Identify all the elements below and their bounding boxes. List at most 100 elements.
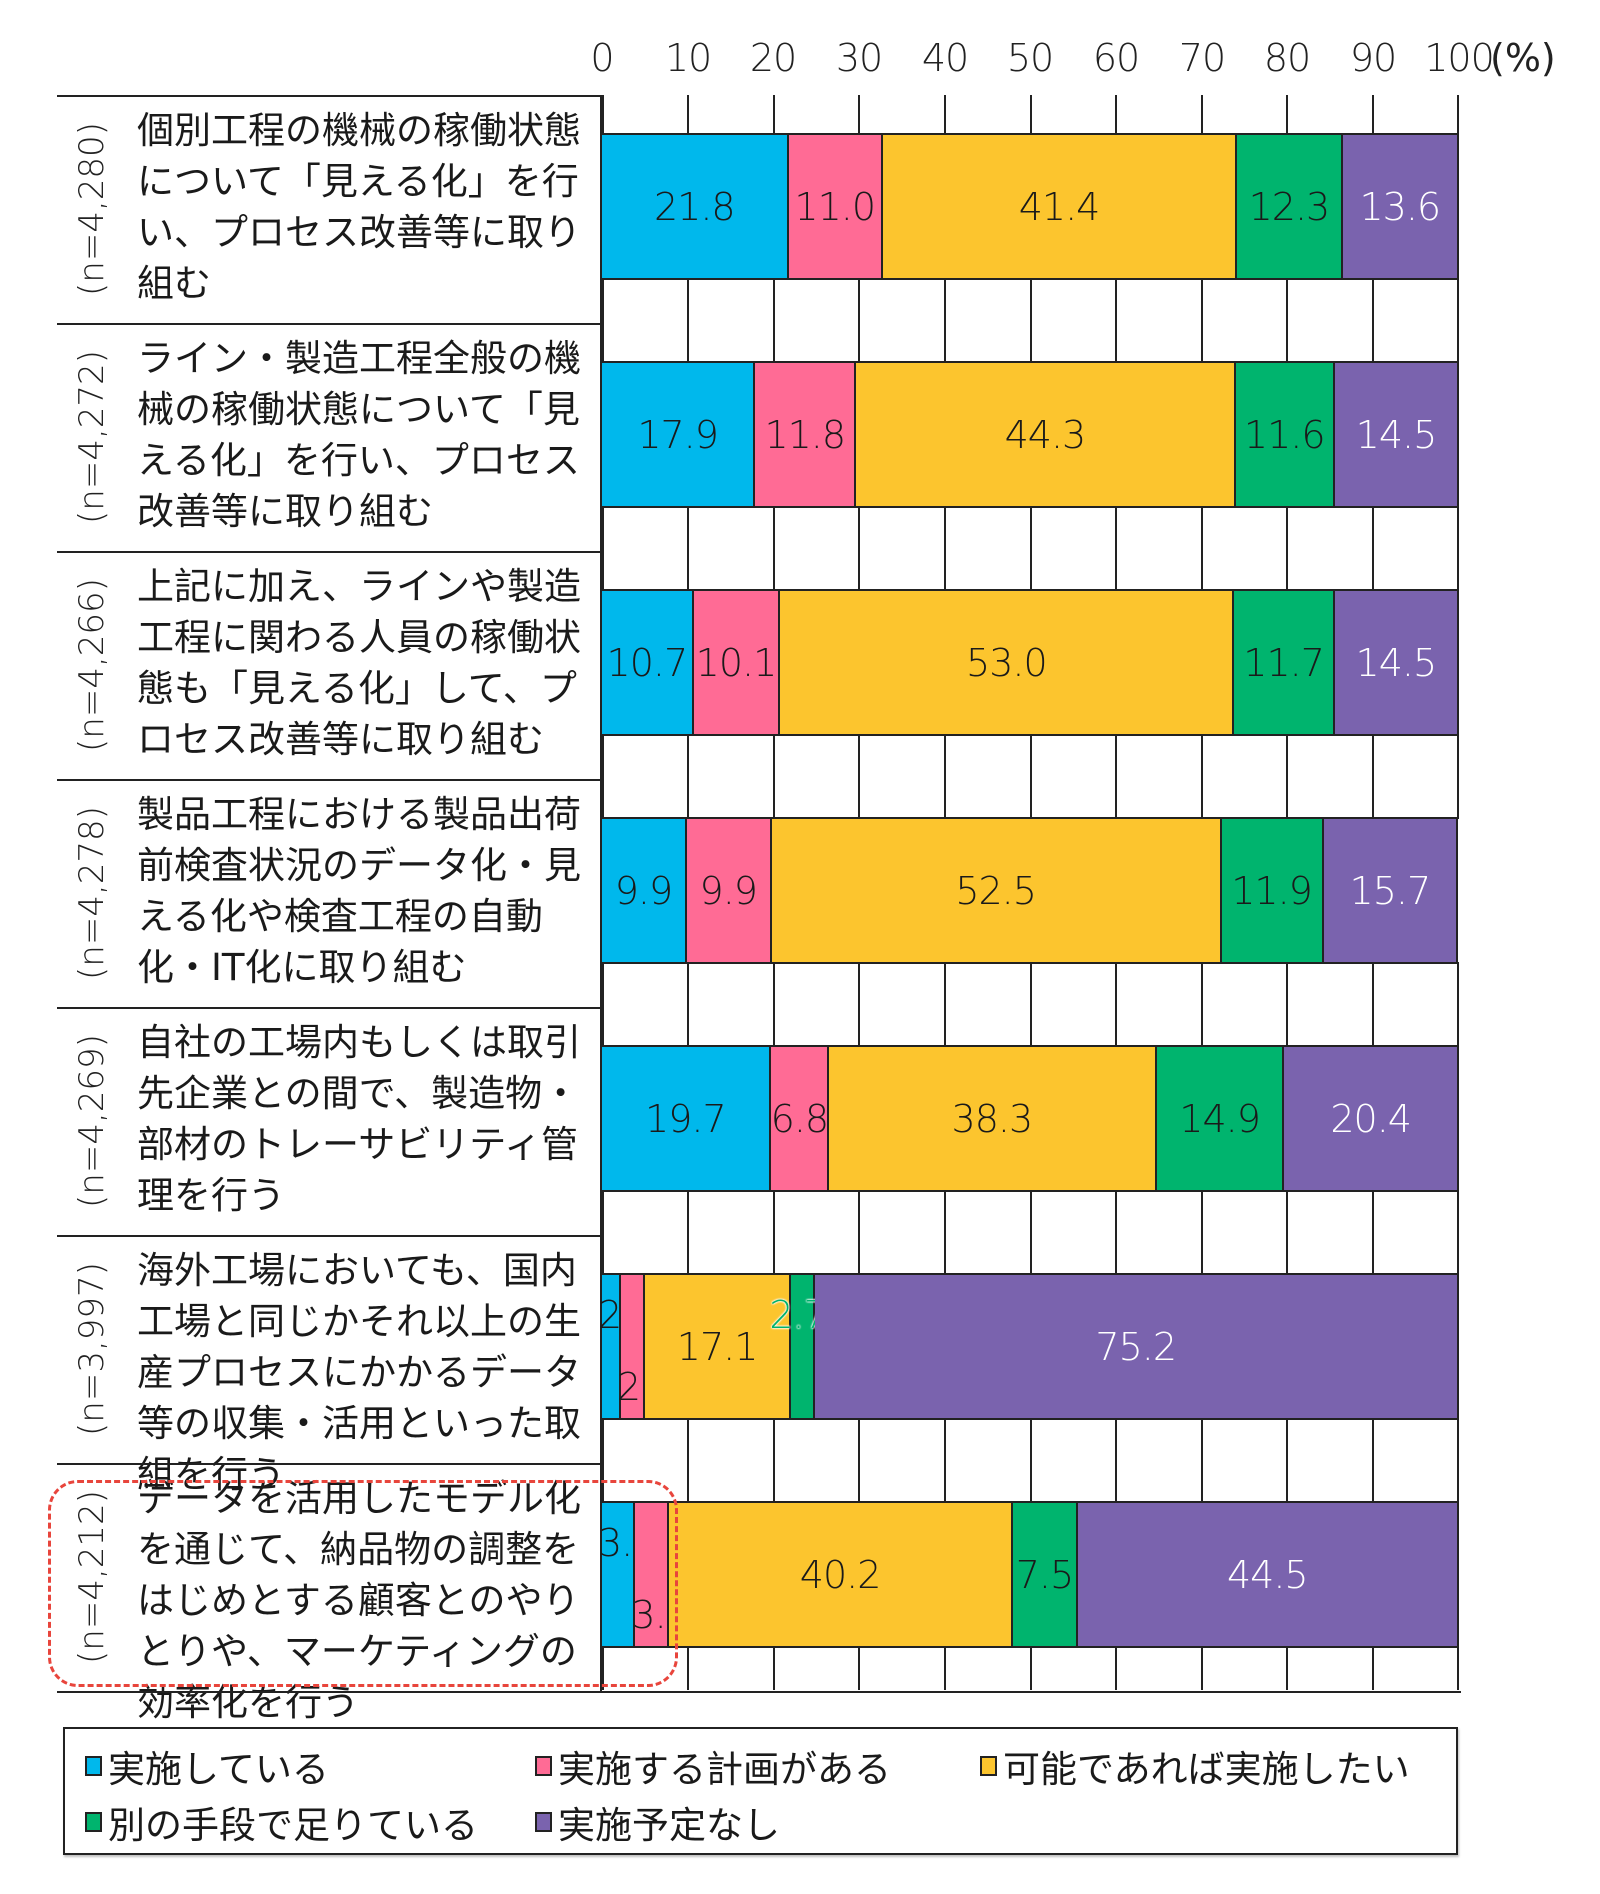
tick-100: 100 [1424, 36, 1495, 80]
axis-line [600, 1007, 602, 1235]
grid-bottom-line [602, 1691, 1461, 1693]
swatch-pink-icon [535, 1756, 552, 1776]
tick-30: 30 [835, 36, 883, 80]
stacked-bar: 9.9 9.9 52.5 11.9 15.7 [602, 817, 1459, 964]
legend-item-planned: 実施する計画がある [535, 1739, 891, 1793]
segment-value-label: 15.7 [1349, 868, 1432, 913]
bar-segment: 3.9 [598, 1503, 656, 1646]
segment-value-label: 17.9 [637, 412, 719, 457]
bar-segment: 44.3 [856, 363, 1236, 506]
chart-row: (n=4,272) ライン・製造工程全般の機械の稼働状態について「見える化」を行い… [57, 323, 1461, 551]
segment-value-label: 44.3 [1004, 412, 1087, 457]
legend-item-implementing: 実施している [85, 1739, 329, 1793]
bar-segment: 53.0 [780, 591, 1235, 734]
bar-segment: 17.1 [644, 1275, 792, 1418]
bar-segment: 21.8 [602, 135, 789, 278]
bar-segment: 7.5 [1013, 1503, 1078, 1646]
segment-value-label: 44.5 [1226, 1552, 1309, 1597]
segment-value-label: 10.7 [606, 640, 689, 685]
chart-row: (n=4,212) データを活用したモデル化を通じて、納品物の調整をはじめとする顧… [57, 1463, 1461, 1724]
segment-value-label: 11.6 [1243, 412, 1326, 457]
segment-value-label: 14.5 [1355, 412, 1438, 457]
tick-60: 60 [1092, 36, 1140, 80]
bar-segment: 17.9 [602, 363, 756, 506]
tick-10: 10 [664, 36, 712, 80]
bar-segment: 10.7 [602, 591, 694, 734]
swatch-purple-icon [535, 1812, 552, 1832]
segment-value-label: 11.8 [764, 412, 846, 457]
bar-segment: 20.4 [1284, 1047, 1459, 1190]
swatch-yellow-icon [980, 1756, 997, 1776]
legend-label: 別の手段で足りている [108, 1804, 478, 1847]
segment-value-label: 10.1 [695, 640, 778, 685]
axis-unit-label: (%) [1490, 36, 1556, 80]
segment-value-label: 11.0 [794, 184, 876, 229]
legend: 実施している 実施する計画がある 可能であれば実施したい 別の手段で足りている … [63, 1727, 1458, 1855]
bar-segment: 11.7 [1234, 591, 1335, 734]
bar-segment: 9.9 [602, 819, 687, 962]
segment-value-label: 7.5 [1015, 1552, 1074, 1597]
segment-value-label: 38.3 [951, 1096, 1034, 1141]
bar-segment: 41.4 [882, 135, 1238, 278]
sample-size-label: (n=4,212) [62, 1463, 122, 1691]
sample-size-text: (n=4,266) [72, 578, 112, 752]
segment-value-label: 14.9 [1179, 1096, 1261, 1141]
bar-segment: 2.7 [769, 1275, 828, 1418]
row-label: (n=4,266) 上記に加え、ラインや製造工程に関わる人員の稼働状態も「見える化… [57, 551, 600, 779]
stacked-bar: 10.7 10.1 53.0 11.7 14.5 [602, 589, 1459, 736]
bar-segment: 44.5 [1077, 1503, 1459, 1646]
axis-line [600, 323, 602, 551]
row-divider [57, 95, 602, 97]
segment-value-label: 9.9 [699, 868, 758, 913]
axis-line [600, 1463, 602, 1691]
x-axis-ticks: 0 10 20 30 40 50 60 70 80 90 100 (%) [0, 28, 1600, 88]
legend-item-if-possible: 可能であれば実施したい [980, 1739, 1410, 1793]
bar-segment: 10.1 [693, 591, 781, 734]
bar-segment: 11.9 [1221, 819, 1324, 962]
bottom-divider [57, 1691, 602, 1693]
segment-value-label: 20.4 [1330, 1096, 1412, 1141]
category-text: 上記に加え、ラインや製造工程に関わる人員の稼働状態も「見える化」して、プロセス改… [137, 565, 581, 761]
sample-size-text: (n=4,272) [72, 350, 112, 524]
legend-item-other-means: 別の手段で足りている [85, 1795, 478, 1849]
stacked-bar: 2.22.817.12.775.2 [598, 1273, 1459, 1420]
tick-80: 80 [1263, 36, 1311, 80]
sample-size-label: (n=4,280) [62, 95, 122, 323]
category-text: 製品工程における製品出荷前検査状況のデータ化・見える化や検査工程の自動化・IT化… [137, 793, 581, 989]
sample-size-label: (n=3,997) [62, 1235, 122, 1463]
segment-value-label: 19.7 [645, 1096, 727, 1141]
bar-segment: 13.6 [1342, 135, 1459, 278]
bar-segment: 11.0 [788, 135, 883, 278]
bar-segment: 38.3 [828, 1047, 1157, 1190]
row-label: (n=4,280) 個別工程の機械の稼働状態について「見える化」を行い、プロセス改… [57, 95, 600, 323]
row-label: (n=4,278) 製品工程における製品出荷前検査状況のデータ化・見える化や検査工… [57, 779, 600, 1007]
segment-value-label: 6.8 [770, 1096, 829, 1141]
bar-segment: 40.2 [668, 1503, 1014, 1646]
segment-value-label: 11.9 [1231, 868, 1313, 913]
chart-row: (n=3,997) 海外工場においても、国内工場と同じかそれ以上の生産プロセスにか… [57, 1235, 1461, 1496]
bar-segment: 75.2 [814, 1275, 1459, 1418]
bar-segment: 19.7 [602, 1047, 771, 1190]
row-label: (n=4,212) データを活用したモデル化を通じて、納品物の調整をはじめとする顧… [57, 1463, 600, 1724]
segment-value-label: 52.5 [955, 868, 1037, 913]
segment-value-label: 53.0 [966, 640, 1048, 685]
segment-value-label: 9.9 [614, 868, 673, 913]
tick-20: 20 [749, 36, 797, 80]
sample-size-label: (n=4,266) [62, 551, 122, 779]
category-text: 自社の工場内もしくは取引先企業との間で、製造物・部材のトレーサビリティ管理を行う [137, 1021, 581, 1217]
category-text: データを活用したモデル化を通じて、納品物の調整をはじめとする顧客とのやりとりや、… [137, 1477, 581, 1724]
axis-line [600, 1235, 602, 1463]
row-divider [57, 1007, 602, 1009]
chart-row: (n=4,266) 上記に加え、ラインや製造工程に関わる人員の稼働状態も「見える化… [57, 551, 1461, 779]
segment-value-label: 13.6 [1359, 184, 1441, 229]
row-divider [57, 323, 602, 325]
chart-row: (n=4,278) 製品工程における製品出荷前検査状況のデータ化・見える化や検査工… [57, 779, 1461, 1007]
sample-size-text: (n=4,212) [72, 1490, 112, 1664]
chart-row: (n=4,280) 個別工程の機械の稼働状態について「見える化」を行い、プロセス改… [57, 95, 1461, 323]
stacked-bar: 17.9 11.8 44.3 11.6 14.5 [602, 361, 1460, 508]
row-divider [57, 551, 602, 553]
tick-90: 90 [1349, 36, 1397, 80]
sample-size-label: (n=4,272) [62, 323, 122, 551]
axis-line [600, 551, 602, 779]
bar-segment: 6.8 [770, 1047, 829, 1190]
